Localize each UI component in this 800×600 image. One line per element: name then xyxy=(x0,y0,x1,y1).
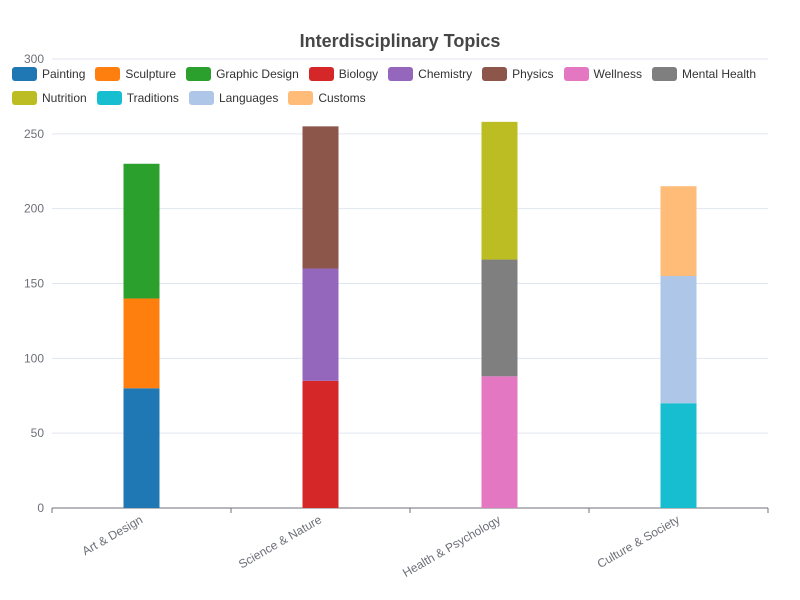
bar-graphic-design xyxy=(123,163,160,299)
legend-label-physics: Physics xyxy=(512,67,554,81)
bar-nutrition xyxy=(481,121,518,260)
bar-chemistry xyxy=(302,268,339,381)
y-tick-label: 100 xyxy=(24,351,44,365)
legend-swatch-painting xyxy=(12,67,37,81)
legend-item-painting[interactable]: Painting xyxy=(12,67,85,81)
bar-mental-health xyxy=(481,259,518,377)
y-tick-label: 200 xyxy=(24,202,44,216)
legend-item-mental-health[interactable]: Mental Health xyxy=(651,67,757,81)
legend-label-traditions: Traditions xyxy=(126,91,179,105)
bar-sculpture xyxy=(123,298,160,389)
x-category-label: Health & Psychology xyxy=(400,512,503,579)
legend-label-customs: Customs xyxy=(318,91,366,105)
x-category-label: Art & Design xyxy=(80,512,145,558)
bar-biology xyxy=(302,380,339,508)
legend-swatch-nutrition xyxy=(12,91,37,105)
legend-label-graphic-design: Graphic Design xyxy=(216,67,299,81)
legend: Painting Sculpture Graphic Design Biolog… xyxy=(12,62,792,110)
legend-swatch-chemistry xyxy=(388,67,414,81)
legend-item-languages[interactable]: Languages xyxy=(188,91,279,105)
legend-item-traditions[interactable]: Traditions xyxy=(96,91,179,105)
x-category-label: Science & Nature xyxy=(236,512,324,571)
legend-item-wellness[interactable]: Wellness xyxy=(563,67,642,81)
legend-swatch-sculpture xyxy=(95,67,121,81)
legend-label-sculpture: Sculpture xyxy=(125,67,177,81)
legend-item-biology[interactable]: Biology xyxy=(308,67,379,81)
legend-item-physics[interactable]: Physics xyxy=(482,67,554,81)
legend-swatch-wellness xyxy=(563,67,589,81)
x-category-label: Culture & Society xyxy=(595,512,682,570)
bar-physics xyxy=(302,126,339,269)
legend-item-graphic-design[interactable]: Graphic Design xyxy=(186,67,299,81)
legend-swatch-graphic-design xyxy=(186,67,212,81)
bar-customs xyxy=(660,186,697,277)
legend-swatch-biology xyxy=(308,67,334,81)
legend-row-1: Painting Sculpture Graphic Design Biolog… xyxy=(12,62,792,86)
legend-swatch-physics xyxy=(482,67,508,81)
legend-label-mental-health: Mental Health xyxy=(681,67,757,81)
legend-swatch-traditions xyxy=(96,91,122,105)
legend-row-2: Nutrition Traditions Languages Customs xyxy=(12,86,792,110)
legend-label-nutrition: Nutrition xyxy=(42,91,87,105)
legend-item-nutrition[interactable]: Nutrition xyxy=(12,91,87,105)
bar-painting xyxy=(123,388,160,508)
legend-label-chemistry: Chemistry xyxy=(418,67,473,81)
legend-item-sculpture[interactable]: Sculpture xyxy=(95,67,176,81)
bar-traditions xyxy=(660,403,697,508)
y-tick-label: 150 xyxy=(24,277,44,291)
bar-languages xyxy=(660,276,697,404)
bar-wellness xyxy=(481,376,518,508)
y-tick-label: 50 xyxy=(31,426,45,440)
legend-item-chemistry[interactable]: Chemistry xyxy=(388,67,472,81)
legend-label-wellness: Wellness xyxy=(593,67,642,81)
legend-swatch-customs xyxy=(288,91,314,105)
legend-label-languages: Languages xyxy=(218,91,279,105)
chart-title: Interdisciplinary Topics xyxy=(299,31,501,51)
legend-item-customs[interactable]: Customs xyxy=(288,91,366,105)
legend-swatch-mental-health xyxy=(651,67,677,81)
y-tick-label: 0 xyxy=(37,501,44,515)
legend-label-biology: Biology xyxy=(338,67,379,81)
legend-swatch-languages xyxy=(188,91,214,105)
y-tick-label: 300 xyxy=(24,52,44,66)
y-tick-label: 250 xyxy=(24,127,44,141)
legend-label-painting: Painting xyxy=(42,67,86,81)
